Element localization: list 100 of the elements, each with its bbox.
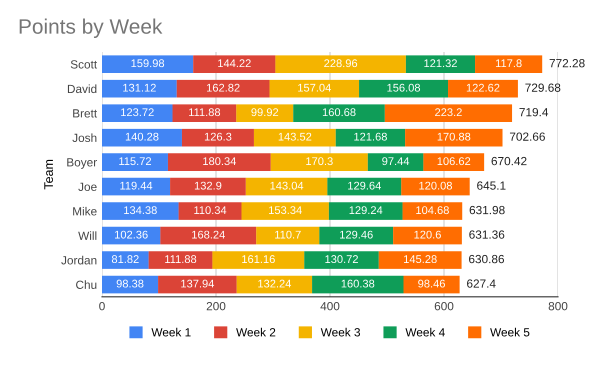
legend-label: Week 1: [151, 328, 191, 336]
data-label: 162.82: [207, 84, 240, 92]
data-label: 121.32: [424, 59, 457, 68]
bar: [102, 153, 168, 171]
total-label: 631.98: [470, 206, 505, 214]
data-label: 110.34: [194, 206, 226, 214]
x-tick-label: 600: [434, 302, 454, 310]
data-label: 132.9: [194, 182, 222, 190]
bar: [170, 178, 246, 196]
bar: [270, 80, 360, 98]
data-label: 123.72: [121, 108, 154, 116]
bar: [336, 128, 406, 146]
legend-label: Week 2: [236, 328, 276, 336]
y-tick-label: Chu: [76, 280, 96, 289]
bar: [160, 226, 256, 244]
bar: [168, 153, 271, 171]
y-tick-label: Joe: [78, 182, 97, 192]
data-label: 119.44: [120, 182, 152, 190]
bar: [304, 251, 379, 269]
bar: [270, 153, 368, 171]
y-tick-label: Josh: [72, 133, 96, 142]
data-label: 111.88: [189, 108, 220, 116]
bar: [148, 251, 212, 269]
bar: [359, 80, 448, 98]
bar: [423, 153, 484, 171]
legend-label: Week 5: [490, 328, 530, 336]
data-label: 145.28: [404, 255, 437, 264]
y-tick-label: Brett: [73, 109, 98, 118]
total-label: 630.86: [469, 254, 504, 264]
total-label: 702.66: [510, 132, 545, 141]
data-label: 102.36: [115, 230, 148, 239]
x-tick-label: 0: [99, 302, 105, 310]
bar: [319, 226, 394, 244]
y-tick-label: Scott: [70, 60, 98, 69]
chart-title: Points by Week: [20, 18, 162, 38]
total-label: 772.28: [550, 58, 585, 68]
total-label: 719.4: [520, 108, 548, 116]
data-label: 81.82: [112, 255, 139, 264]
data-label: 157.04: [298, 84, 331, 92]
bar: [102, 276, 158, 294]
bar: [246, 178, 328, 196]
bar: [448, 80, 518, 98]
data-label: 153.34: [269, 206, 302, 214]
bar: [102, 202, 179, 220]
bar: [193, 55, 276, 73]
bar: [328, 202, 403, 220]
bar: [475, 55, 542, 73]
bar: [256, 226, 320, 244]
data-label: 131.12: [123, 84, 156, 92]
data-label: 99.92: [251, 108, 278, 116]
data-label: 143.04: [270, 182, 304, 190]
data-label: 156.08: [387, 84, 420, 92]
data-label: 130.72: [325, 255, 358, 264]
y-axis-title: Team: [44, 160, 54, 190]
bar: [102, 55, 194, 73]
data-label: 111.88: [165, 255, 196, 264]
bar: [172, 104, 236, 122]
bar: [405, 128, 503, 146]
bar: [102, 80, 177, 98]
bar: [393, 226, 462, 244]
data-label: 117.8: [496, 59, 522, 68]
bar: [102, 226, 160, 244]
bar: [102, 178, 170, 196]
data-label: 180.34: [203, 157, 236, 166]
bar: [102, 104, 173, 122]
x-tick-label: 400: [320, 302, 340, 310]
bar: [102, 128, 182, 146]
bar: [241, 202, 329, 220]
bar: [401, 178, 470, 196]
data-label: 115.72: [119, 157, 152, 166]
data-label: 170.3: [306, 157, 333, 166]
bar: [236, 104, 294, 122]
data-label: 98.38: [116, 280, 144, 288]
bar: [182, 128, 254, 146]
data-label: 159.98: [131, 59, 164, 68]
bar: [158, 276, 237, 294]
bar: [368, 153, 424, 171]
legend-label: Week 4: [405, 328, 445, 336]
y-tick-label: Jordan: [61, 256, 96, 264]
x-tick-label: 200: [206, 302, 226, 310]
legend-label: Week 3: [320, 328, 360, 336]
total-label: 645.1: [477, 181, 506, 190]
bar: [406, 55, 476, 73]
bar: [236, 276, 312, 294]
data-label: 104.68: [416, 206, 449, 214]
data-label: 121.68: [354, 132, 387, 141]
bar: [402, 202, 462, 220]
data-label: 223.2: [435, 108, 462, 116]
data-label: 160.38: [342, 280, 374, 288]
bar: [312, 276, 404, 294]
bar: [293, 104, 385, 122]
bar: [102, 251, 149, 269]
data-label: 161.16: [242, 255, 275, 264]
data-label: 168.24: [192, 230, 225, 239]
data-label: 106.62: [438, 157, 470, 166]
y-tick-label: David: [68, 84, 96, 94]
y-tick-label: Mike: [73, 206, 97, 216]
data-label: 137.94: [181, 280, 214, 288]
data-label: 126.3: [204, 132, 232, 141]
data-label: 110.7: [275, 230, 301, 239]
